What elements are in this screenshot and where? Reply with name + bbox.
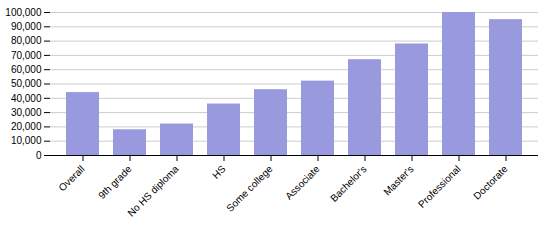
svg-text:70,000: 70,000	[11, 50, 42, 61]
svg-text:20,000: 20,000	[11, 121, 42, 132]
svg-text:50,000: 50,000	[11, 78, 42, 89]
svg-text:HS: HS	[210, 163, 228, 181]
svg-text:80,000: 80,000	[11, 35, 42, 46]
svg-text:Associate: Associate	[283, 163, 322, 202]
svg-text:Overall: Overall	[56, 163, 86, 193]
svg-text:30,000: 30,000	[11, 107, 42, 118]
svg-text:10,000: 10,000	[11, 135, 42, 146]
svg-text:Some college: Some college	[224, 163, 275, 214]
svg-text:60,000: 60,000	[11, 64, 42, 75]
svg-text:100,000: 100,000	[5, 7, 42, 18]
svg-text:No HS diploma: No HS diploma	[125, 163, 181, 219]
svg-text:40,000: 40,000	[11, 93, 42, 104]
svg-text:Bachelor's: Bachelor's	[328, 163, 369, 204]
svg-text:Master's: Master's	[381, 163, 415, 197]
svg-text:Professional: Professional	[416, 163, 463, 210]
svg-text:Doctorate: Doctorate	[471, 163, 510, 202]
svg-text:9th grade: 9th grade	[96, 163, 134, 201]
svg-text:90,000: 90,000	[11, 21, 42, 32]
svg-text:0: 0	[36, 150, 42, 161]
